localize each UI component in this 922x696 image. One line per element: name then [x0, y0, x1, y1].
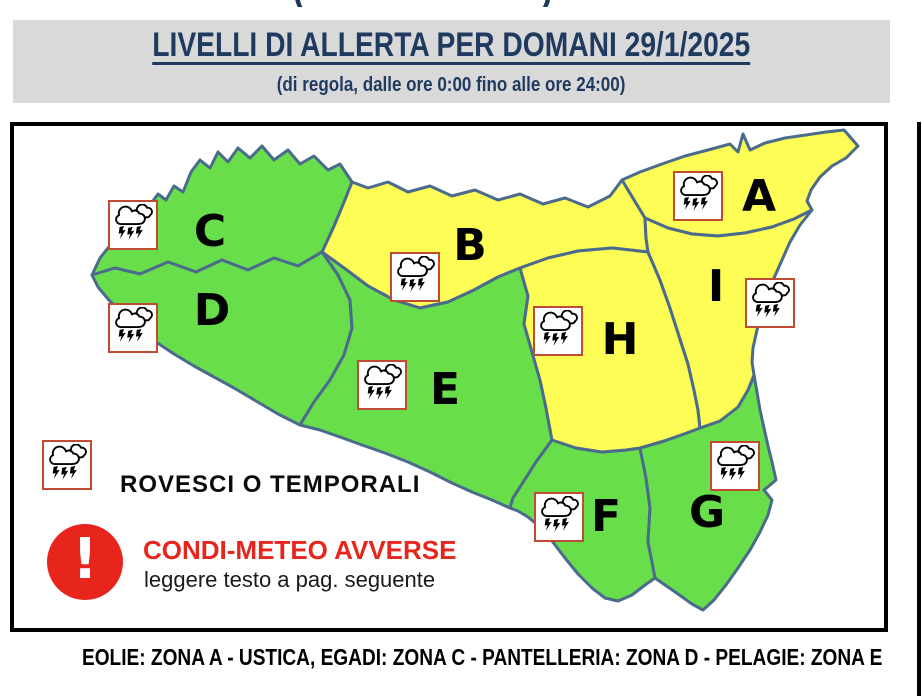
zone-E-label: E: [429, 364, 461, 415]
header-band: LIVELLI DI ALLERTA PER DOMANI 29/1/2025 …: [13, 20, 890, 103]
storm-icon-zone-c: [108, 200, 158, 250]
exclamation-glyph: !: [72, 527, 98, 592]
storm-icon: [538, 496, 580, 538]
warning-note: leggere testo a pag. seguente: [144, 567, 436, 592]
storm-icon-zone-a: [673, 171, 723, 221]
alert-exclamation-icon: !: [47, 524, 123, 600]
zone-G-label: G: [688, 487, 726, 538]
storm-icon: [112, 204, 154, 246]
clipped-paren-right: ): [541, 0, 552, 7]
clipped-paren-left: (: [293, 0, 304, 7]
zone-B-label: B: [453, 220, 487, 271]
storm-icon-zone-i: [745, 278, 795, 328]
zone-I-shape: [643, 208, 814, 430]
storm-icon: [46, 444, 88, 486]
zone-F-label: F: [590, 491, 622, 542]
page-title: LIVELLI DI ALLERTA PER DOMANI 29/1/2025: [152, 26, 751, 64]
storm-icon-zone-e: [357, 360, 407, 410]
storm-icon: [394, 256, 436, 298]
legend-storm-label: ROVESCI O TEMPORALI: [120, 471, 421, 498]
zone-C-label: C: [193, 206, 227, 257]
zone-D-label: D: [193, 285, 231, 336]
zone-H-label: H: [601, 314, 639, 365]
storm-icon: [361, 364, 403, 406]
zone-A-label: A: [741, 171, 777, 222]
cropped-page-border-right: [917, 122, 921, 696]
storm-icon-zone-d: [108, 303, 158, 353]
storm-icon: [537, 310, 579, 352]
storm-icon: [677, 175, 719, 217]
storm-icon: [749, 282, 791, 324]
storm-icon: [112, 307, 154, 349]
legend-storm-icon: [42, 440, 92, 490]
storm-icon: [714, 445, 756, 487]
page-subtitle: (di regola, dalle ore 0:00 fino alle ore…: [277, 74, 626, 96]
storm-icon-zone-g: [710, 441, 760, 491]
storm-icon-zone-b: [390, 252, 440, 302]
footer-caption: EOLIE: ZONA A - USTICA, EGADI: ZONA C - …: [0, 644, 922, 671]
zone-A-shape: [620, 128, 860, 238]
clipped-heading-fragment: ( ): [0, 0, 922, 7]
warning-title: CONDI-METEO AVVERSE: [143, 535, 457, 565]
storm-icon-zone-h: [533, 306, 583, 356]
storm-icon-zone-f: [534, 492, 584, 542]
islands-zone-mapping: EOLIE: ZONA A - USTICA, EGADI: ZONA C - …: [81, 644, 883, 670]
zone-I-label: I: [707, 261, 725, 312]
